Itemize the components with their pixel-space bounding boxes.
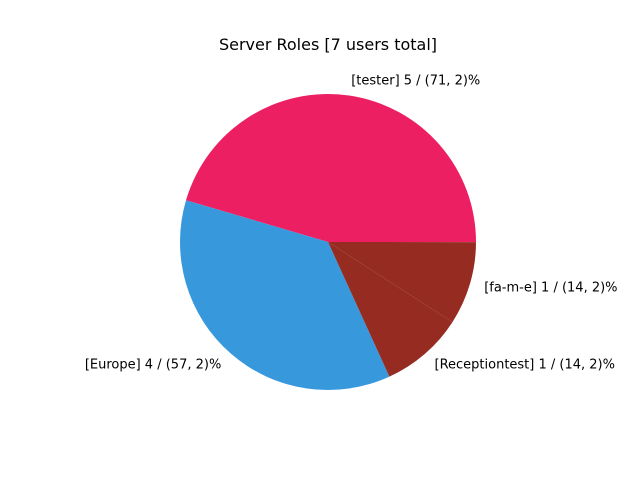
pie-slice-label: [fa-m-e] 1 / (14, 2)%: [484, 281, 617, 296]
pie-slices: [180, 94, 476, 391]
pie-slice-label: [tester] 5 / (71, 2)%: [351, 73, 480, 88]
pie-slice-label: [Europe] 4 / (57, 2)%: [85, 358, 221, 373]
pie-slice: [186, 94, 476, 242]
pie-slice: [180, 200, 390, 391]
pie-slice-label: [Receptiontest] 1 / (14, 2)%: [435, 358, 615, 373]
chart-title: Server Roles [7 users total]: [219, 35, 437, 54]
pie-labels: [tester] 5 / (71, 2)% [Europe] 4 / (57, 2…: [85, 73, 618, 372]
pie-slice: [328, 242, 476, 323]
pie-slice: [328, 242, 453, 377]
